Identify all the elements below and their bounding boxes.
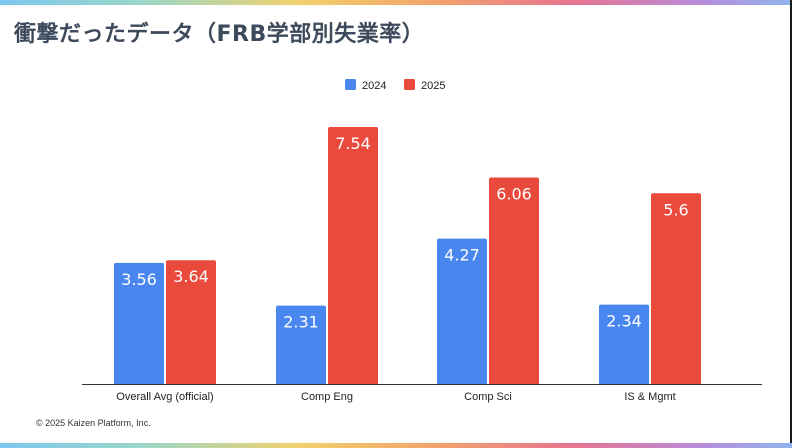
legend-label-2024: 2024 [362, 80, 386, 92]
slide-title: 衝撃だったデータ（FRB学部別失業率） [14, 22, 425, 47]
bar-2025-0 [166, 260, 216, 385]
bottom-gradient-bar [0, 443, 792, 448]
bar-2024-0 [114, 262, 164, 385]
slide-frame-edge [790, 0, 792, 448]
x-tick-label-2: Comp Sci [464, 391, 512, 403]
value-label-2024-3: 2.34 [606, 312, 642, 331]
bar-2024-3 [599, 304, 649, 385]
legend-label-2025: 2025 [421, 80, 445, 92]
legend-swatch-2024 [345, 79, 356, 90]
bar-2025-3 [651, 193, 701, 385]
x-tick-label-3: IS & Mgmt [624, 391, 675, 403]
value-label-2025-2: 6.06 [496, 185, 532, 204]
value-label-2025-0: 3.64 [173, 267, 209, 286]
legend-swatch-2025 [404, 79, 415, 90]
value-label-2025-3: 5.6 [663, 200, 688, 219]
copyright-notice: © 2025 Kaizen Platform, Inc. [36, 418, 151, 428]
x-tick-label-0: Overall Avg (official) [116, 391, 213, 403]
bar-2025-1 [328, 127, 378, 385]
value-label-2024-2: 4.27 [444, 246, 480, 265]
bar-2025-2 [489, 177, 539, 385]
bar-2024-1 [276, 305, 326, 385]
bar-2024-2 [437, 238, 487, 385]
value-label-2024-1: 2.31 [283, 313, 319, 332]
top-gradient-bar [0, 0, 792, 5]
value-label-2025-1: 7.54 [335, 134, 371, 153]
value-label-2024-0: 3.56 [121, 270, 157, 289]
x-tick-label-1: Comp Eng [301, 391, 353, 403]
